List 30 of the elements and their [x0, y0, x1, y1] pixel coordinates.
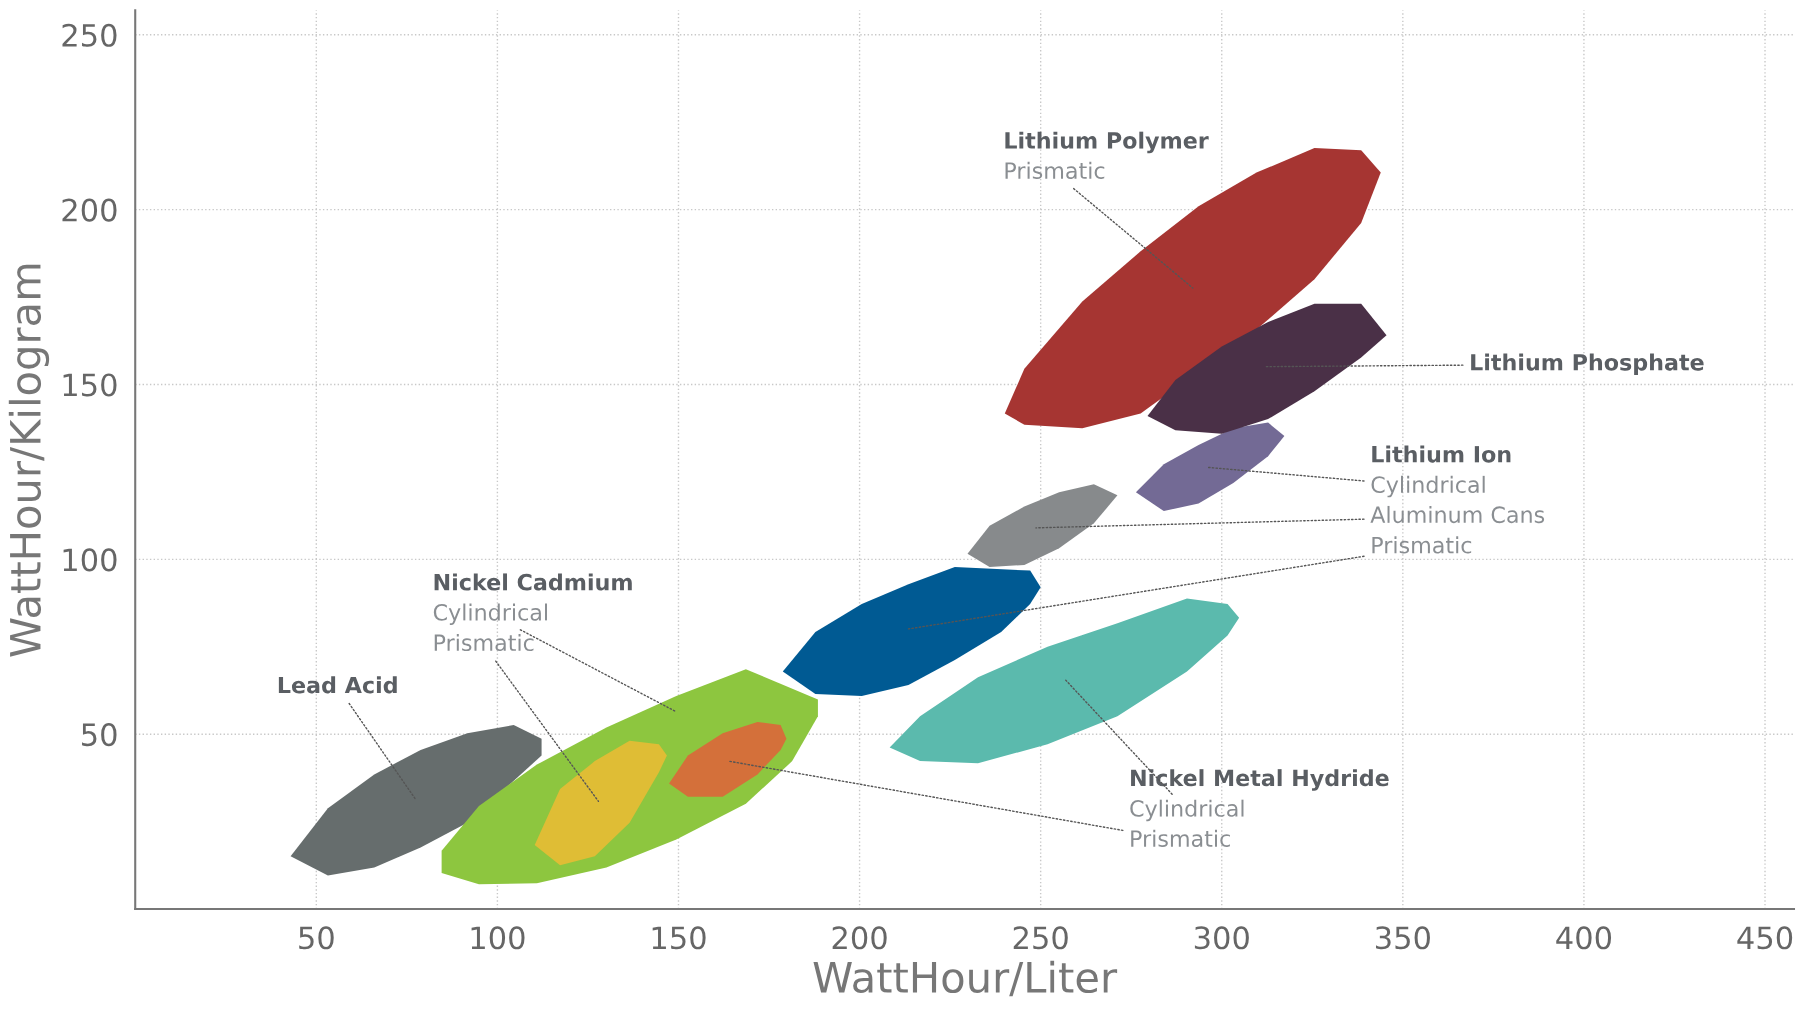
x-tick-label: 400	[1556, 926, 1612, 950]
y-tick-label: 100	[63, 548, 117, 572]
annotation: Nickel Metal Hydride	[1131, 769, 1389, 791]
annotation: Prismatic	[434, 633, 534, 652]
x-tick-label: 50	[299, 926, 334, 950]
x-tick-label: 150	[652, 926, 706, 950]
y-tick-label: 200	[62, 198, 117, 222]
annotation: Lead Acid	[278, 676, 397, 694]
annotation: Lithium Phosphate	[1471, 353, 1704, 375]
y-tick-label: 50	[82, 723, 117, 747]
x-tick-label: 250	[1013, 926, 1068, 950]
x-tick-label: 200	[832, 926, 887, 950]
x-tick-label: 350	[1376, 926, 1430, 950]
annotation: Prismatic	[1131, 829, 1230, 847]
x-tick-label: 450	[1737, 926, 1793, 950]
annotation: Prismatic	[1372, 536, 1472, 554]
annotation: Cylindrical	[1371, 475, 1485, 498]
annotation: Prismatic	[1005, 161, 1105, 180]
annotation: Nickel Cadmium	[434, 573, 632, 591]
annotation: Aluminum Cans	[1370, 505, 1545, 524]
annotation: Cylindrical	[433, 603, 548, 625]
x-tick-label: 300	[1194, 926, 1249, 950]
y-tick-label: 150	[63, 373, 117, 397]
annotation: Lithium Ion	[1372, 445, 1511, 463]
x-axis-title: WattHour/Liter	[813, 960, 1118, 997]
x-tick-label: 100	[471, 926, 525, 950]
annotation: Lithium Polymer	[1005, 131, 1209, 154]
annotation: Cylindrical	[1130, 799, 1244, 822]
y-axis-title: WattHour/Kilogram	[8, 264, 50, 657]
y-tick-label: 250	[62, 23, 117, 47]
